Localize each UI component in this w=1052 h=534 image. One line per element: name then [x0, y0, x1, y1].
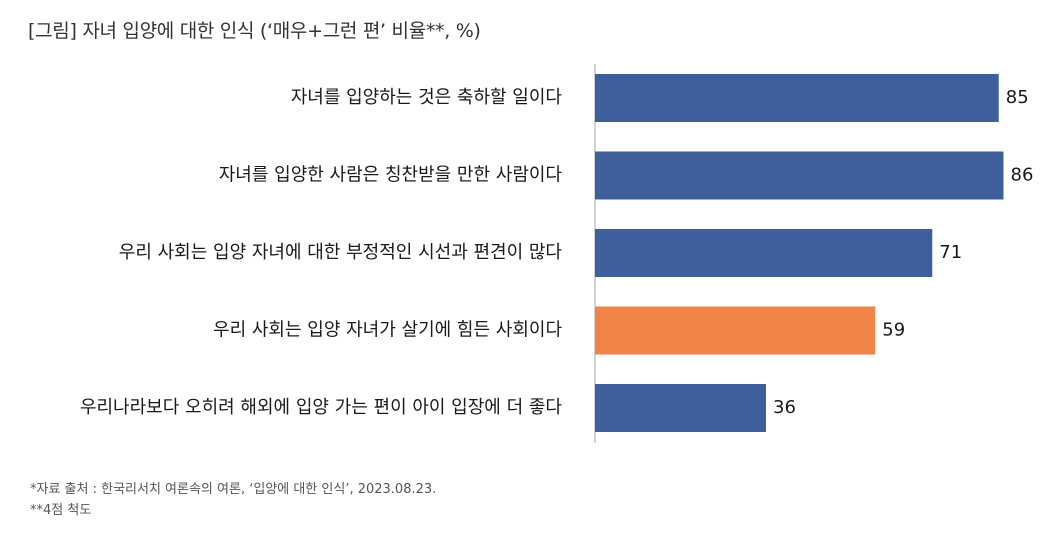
category-label: 자녀를 입양하는 것은 축하할 일이다: [291, 87, 563, 108]
value-label: 86: [1011, 165, 1034, 186]
bar: [595, 74, 999, 122]
bar: [595, 229, 933, 277]
bar: [595, 306, 876, 355]
value-label: 36: [773, 397, 796, 418]
bar: [595, 151, 1004, 200]
footnote-scale: **4점 척도: [30, 503, 92, 518]
bars-group: 자녀를 입양하는 것은 축하할 일이다 85 자녀를 입양한 사람은 칭찬받을 만한…: [80, 74, 1033, 432]
category-label: 자녀를 입양한 사람은 칭찬받을 만한 사람이다: [219, 165, 563, 186]
value-label: 59: [882, 320, 905, 341]
footnote-source: *자료 출처 : 한국리서치 여론속의 여론, ‘입양에 대한 인식’, 202…: [30, 482, 437, 497]
value-label: 71: [939, 242, 962, 263]
category-label: 우리 사회는 입양 자녀가 살기에 힘든 사회이다: [213, 320, 562, 341]
chart-title: [그림] 자녀 입양에 대한 인식 (‘매우+그런 편’ 비율**, %): [28, 20, 481, 42]
value-label: 85: [1006, 87, 1029, 108]
bar: [595, 384, 766, 432]
category-label: 우리 사회는 입양 자녀에 대한 부정적인 시선과 편견이 많다: [119, 242, 563, 263]
category-label: 우리나라보다 오히려 해외에 입양 가는 편이 아이 입장에 더 좋다: [80, 397, 562, 418]
